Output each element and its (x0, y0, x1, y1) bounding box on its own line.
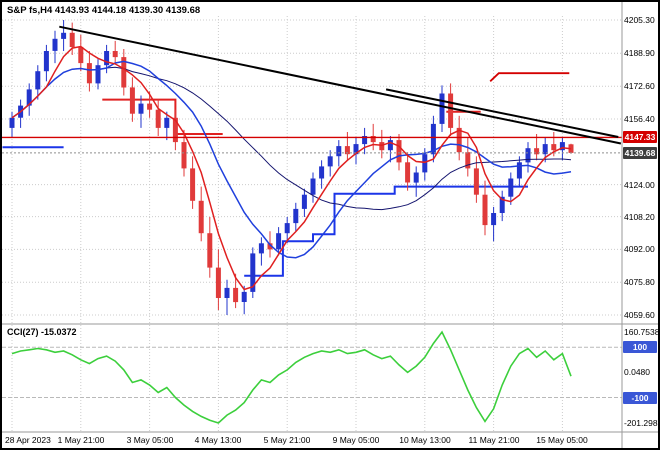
candle-up (9, 117, 15, 128)
candle-up (336, 146, 342, 157)
red-resistance-segment[interactable] (489, 72, 570, 82)
candle-up (422, 154, 428, 173)
candle-down (69, 32, 75, 47)
candle-down (396, 140, 402, 163)
candle-down (448, 93, 454, 128)
trendline-main[interactable] (59, 25, 622, 145)
candle-down (344, 146, 350, 155)
candle-down (551, 144, 557, 151)
candle-up (413, 172, 419, 183)
candle-down (267, 243, 273, 250)
ma-slow-line (11, 60, 572, 259)
candle-down (112, 51, 118, 58)
candle-up (276, 233, 282, 250)
candle-up (559, 142, 565, 151)
candle-up (241, 291, 247, 302)
candle-down (155, 109, 161, 128)
candle-up (284, 223, 290, 234)
candle-up (516, 162, 522, 179)
candle-down (456, 127, 462, 153)
candle-up (362, 136, 368, 145)
candle-down (172, 117, 178, 143)
candle-up (491, 213, 497, 226)
ma-fast-line (11, 45, 572, 291)
candle-up (508, 178, 514, 197)
candle-up (104, 51, 110, 66)
candle-up (327, 156, 333, 167)
candle-up (310, 178, 316, 195)
candle-up (43, 51, 49, 72)
candle-up (164, 117, 170, 128)
candle-up (499, 196, 505, 213)
candle-up (224, 287, 230, 298)
candle-down (121, 57, 127, 88)
candle-up (301, 194, 307, 209)
cci-indicator-label: CCI(27) -15.0372 (7, 327, 77, 337)
candle-up (542, 144, 548, 155)
candle-down (233, 287, 239, 303)
candle-down (190, 168, 196, 201)
candle-up (430, 123, 436, 155)
candle-down (215, 267, 221, 298)
candle-up (138, 103, 144, 114)
candle-down (198, 200, 204, 234)
candle-down (379, 142, 385, 151)
candle-up (387, 140, 393, 151)
candle-down (181, 142, 187, 169)
candle-down (207, 233, 213, 268)
candle-up (61, 32, 67, 39)
candle-down (534, 148, 540, 155)
candle-up (250, 253, 256, 292)
candle-down (78, 46, 84, 64)
candle-up (319, 166, 325, 179)
candle-up (26, 89, 32, 106)
candle-down (405, 162, 411, 183)
symbol-ohlc-title: S&P fs,H4 4143.93 4144.18 4139.30 4139.6… (7, 5, 201, 16)
candle-down (370, 136, 376, 143)
trendline-short[interactable] (385, 88, 619, 138)
candle-down (86, 63, 92, 84)
candle-up (525, 148, 531, 163)
candle-up (258, 243, 264, 254)
ma-trend-line (11, 66, 572, 211)
candle-down (147, 103, 153, 110)
candle-down (465, 152, 471, 169)
step-line-red[interactable] (102, 98, 223, 135)
candle-up (52, 38, 58, 51)
candle-down (482, 194, 488, 226)
candle-up (293, 208, 299, 224)
candle-up (35, 71, 41, 90)
candle-up (353, 144, 359, 155)
candle-up (95, 65, 101, 84)
candle-up (439, 93, 445, 124)
cci-line (11, 330, 572, 424)
candle-down (129, 87, 135, 114)
candle-down (473, 168, 479, 195)
